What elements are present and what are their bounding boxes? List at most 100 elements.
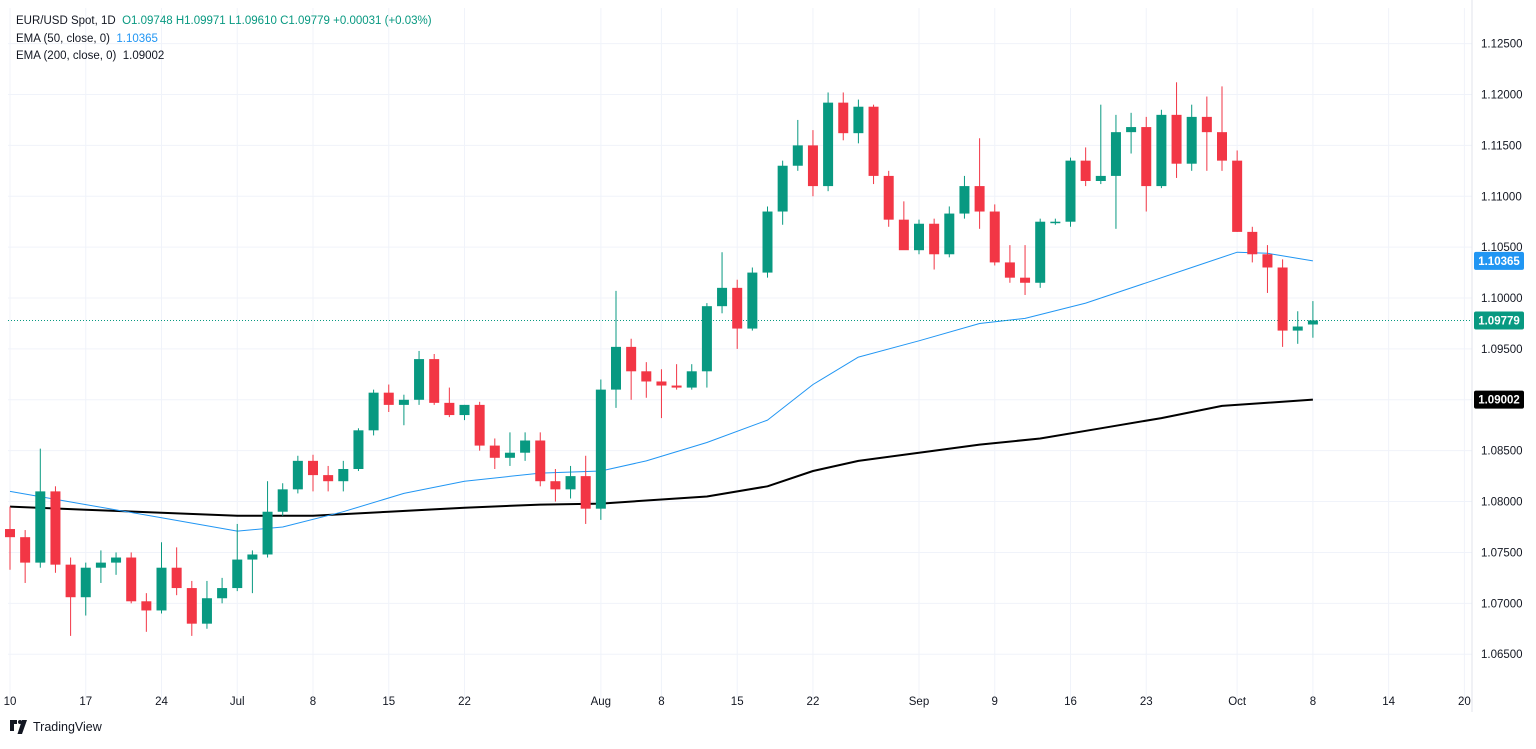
x-tick-label: 22: [807, 696, 820, 708]
candle-body-down: [1247, 231, 1258, 255]
legend-ema50-label: EMA (50, close, 0): [16, 32, 110, 45]
legend-change: +0.00031 (+0.03%): [333, 15, 432, 27]
candle-body-down: [1020, 277, 1031, 283]
candle-body-down: [838, 102, 849, 134]
x-tick-label: Jul: [230, 696, 245, 708]
legend-close: C1.09779: [280, 15, 330, 27]
candle-body-down: [1004, 262, 1015, 278]
candle-body-down: [5, 529, 15, 538]
legend-ema50-row[interactable]: EMA (50, close, 0) 1.10365: [16, 31, 432, 49]
legend-ema200-row[interactable]: EMA (200, close, 0) 1.09002: [16, 48, 432, 66]
candle-body-up: [398, 399, 409, 405]
candle-body-down: [323, 475, 334, 482]
y-tick-label: 1.10000: [1481, 293, 1523, 305]
candle-body-up: [111, 557, 122, 563]
x-tick-label: 20: [1458, 696, 1471, 708]
legend-ohlc-row: EUR/USD Spot, 1D O1.09748 H1.09971 L1.09…: [16, 13, 432, 31]
tradingview-branding[interactable]: TradingView: [10, 720, 102, 734]
candle-body-up: [459, 404, 470, 416]
candle-body-down: [883, 175, 894, 220]
candle-body-down: [20, 537, 31, 563]
candle-body-down: [929, 223, 940, 255]
candle-body-up: [959, 186, 970, 214]
candle-body-down: [1141, 127, 1152, 187]
candle-body-down: [50, 491, 61, 565]
x-tick-label: 15: [731, 696, 744, 708]
candle-body-down: [1277, 267, 1288, 331]
candle-body-up: [565, 476, 576, 490]
x-tick-label: 22: [458, 696, 471, 708]
candle-body-up: [823, 102, 834, 187]
candle-body-down: [1080, 160, 1091, 181]
x-tick-label: Oct: [1228, 696, 1247, 708]
candle-body-up: [201, 598, 212, 624]
candle-body-up: [156, 567, 167, 611]
candle-body-down: [626, 346, 637, 372]
legend-low: L1.09610: [228, 15, 277, 27]
candle-body-up: [520, 440, 531, 453]
candle-body-down: [1262, 254, 1273, 268]
x-tick-label: 9: [992, 696, 998, 708]
candle-body-up: [717, 287, 728, 307]
candle-body-up: [262, 511, 273, 555]
candle-body-up: [1065, 160, 1076, 222]
candle-body-up: [1156, 114, 1167, 187]
candle-body-down: [535, 440, 546, 482]
chart-legend: EUR/USD Spot, 1D O1.09748 H1.09971 L1.09…: [16, 13, 432, 66]
y-tick-label: 1.10500: [1481, 242, 1523, 254]
candle-body-up: [1292, 326, 1303, 331]
candle-body-down: [550, 481, 561, 490]
candle-body-down: [444, 402, 455, 416]
price-label-last: [1474, 311, 1524, 330]
candle-body-down: [580, 476, 591, 509]
candle-body-down: [141, 601, 152, 611]
candle-body-down: [489, 445, 500, 458]
y-tick-label: 1.08000: [1481, 497, 1523, 509]
candle-body-down: [1217, 132, 1227, 161]
candle-body-up: [914, 223, 924, 251]
candle-body-up: [777, 165, 788, 212]
candle-body-up: [232, 559, 243, 589]
y-tick-label: 1.07500: [1481, 547, 1523, 559]
candle-body-down: [898, 219, 909, 251]
candle-body-up: [35, 491, 46, 563]
candle-body-up: [368, 392, 379, 431]
x-tick-label: 16: [1064, 696, 1077, 708]
candle-body-down: [186, 588, 197, 624]
y-tick-label: 1.11000: [1481, 191, 1522, 203]
candle-body-up: [217, 588, 228, 599]
candle-body-up: [353, 430, 364, 469]
legend-open: O1.09748: [122, 15, 173, 27]
candle-body-up: [611, 346, 621, 390]
y-tick-label: 1.12000: [1481, 90, 1523, 102]
candle-body-down: [171, 567, 182, 589]
candle-body-up: [1050, 221, 1061, 224]
x-tick-label: 8: [1310, 696, 1316, 708]
x-tick-label: 24: [155, 696, 168, 708]
candle-body-up: [944, 213, 955, 255]
legend-ema200-label: EMA (200, close, 0): [16, 50, 117, 62]
candle-body-down: [429, 359, 440, 403]
candle-body-down: [126, 557, 137, 602]
price-label-text-ema50: 1.10365: [1478, 256, 1520, 268]
candle-body-down: [65, 564, 76, 598]
legend-symbol: EUR/USD Spot, 1D: [16, 15, 116, 27]
price-label-ema50: [1474, 251, 1524, 270]
y-tick-label: 1.06500: [1481, 649, 1523, 661]
candle-body-up: [292, 460, 303, 490]
candle-body-up: [762, 211, 773, 273]
candle-body-up: [414, 359, 425, 400]
candle-body-up: [338, 468, 349, 482]
candle-body-down: [1232, 160, 1243, 232]
candle-body-up: [95, 562, 106, 568]
candle-body-down: [474, 404, 485, 446]
candle-body-up: [853, 106, 864, 134]
candle-body-up: [247, 554, 258, 560]
y-tick-label: 1.08500: [1481, 446, 1523, 458]
y-tick-label: 1.09500: [1481, 344, 1523, 356]
x-tick-label: 15: [382, 696, 395, 708]
candle-body-up: [1186, 116, 1197, 164]
candle-body-up: [1126, 127, 1137, 133]
